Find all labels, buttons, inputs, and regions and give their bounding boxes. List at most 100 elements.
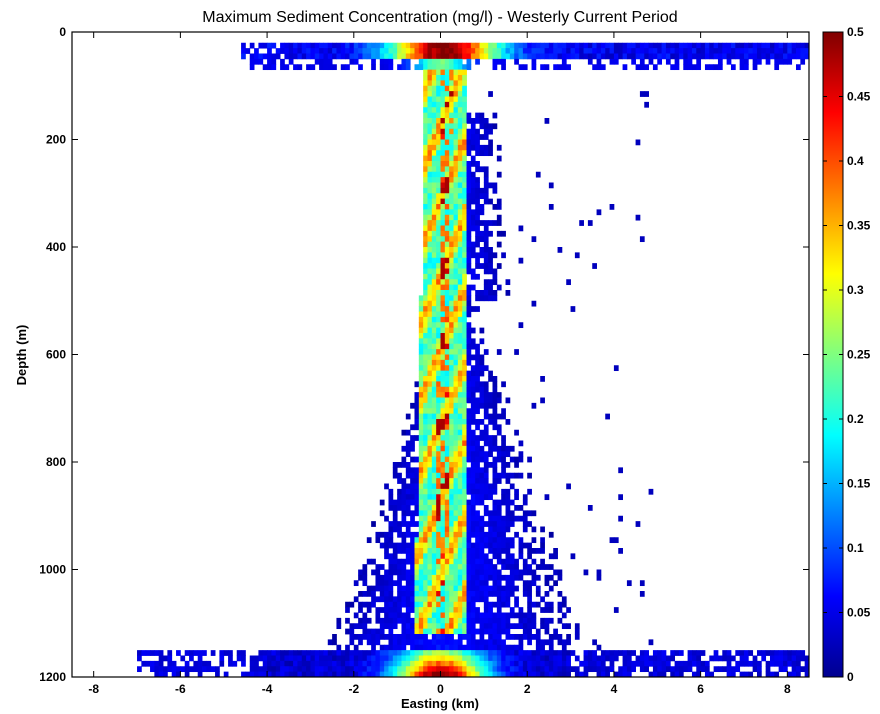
heat-cell (496, 445, 502, 452)
heat-cell (440, 236, 446, 243)
heat-cell (431, 381, 437, 388)
heat-cell (293, 660, 298, 667)
heat-cell (397, 601, 402, 608)
heat-cell (453, 505, 459, 511)
heat-cell (440, 650, 446, 656)
heat-cell (449, 220, 454, 226)
heat-cell (353, 42, 359, 49)
heat-cell (431, 591, 437, 597)
heat-cell (674, 48, 680, 54)
heat-cell (717, 64, 723, 71)
heat-cell (457, 574, 463, 581)
heat-cell (492, 58, 498, 65)
heat-cell (462, 306, 467, 312)
heat-cell (423, 601, 428, 608)
heat-cell (496, 526, 502, 533)
heat-cell (358, 601, 363, 608)
heat-cell (475, 558, 480, 565)
heat-cell (436, 295, 441, 302)
heat-cell (735, 660, 741, 667)
heat-cell (453, 230, 459, 237)
heat-cell (431, 655, 437, 662)
heat-cell (384, 623, 389, 630)
heat-cell (453, 64, 459, 71)
heat-cell (431, 187, 437, 194)
heat-cell (449, 316, 454, 323)
heat-cell (427, 327, 433, 334)
heat-cell (418, 639, 424, 646)
heat-cell (661, 660, 667, 667)
heat-cell (414, 558, 420, 565)
heat-cell (479, 230, 485, 237)
heat-cell (483, 279, 489, 286)
heat-cell (405, 42, 411, 49)
heat-cell (505, 488, 511, 495)
heat-cell (431, 488, 437, 495)
heat-cell (475, 112, 480, 119)
heat-cell (397, 564, 402, 570)
heat-cell (397, 580, 402, 587)
heat-cell (483, 386, 489, 393)
heat-cell (431, 376, 437, 382)
heat-cell (704, 48, 710, 54)
heat-cell (353, 671, 359, 677)
heat-cell (401, 537, 407, 544)
heat-cell (453, 300, 459, 307)
heat-cell (436, 397, 441, 404)
heat-cell (462, 91, 467, 97)
heat-cell (596, 655, 602, 662)
heat-cell (518, 644, 524, 651)
heat-cell (349, 53, 355, 60)
heat-cell (219, 660, 225, 667)
heat-cell (397, 585, 402, 592)
heat-cell (258, 58, 264, 65)
heat-cell (470, 660, 476, 667)
heat-cell (228, 655, 233, 662)
heat-cell (739, 671, 745, 677)
heat-cell (388, 521, 394, 527)
heat-cell (501, 451, 506, 458)
heat-cell (574, 48, 580, 54)
heat-cell (423, 666, 428, 673)
heat-cell (431, 263, 437, 269)
heat-cell (522, 660, 528, 667)
heat-cell (405, 440, 411, 447)
heat-cell (444, 666, 450, 673)
heat-cell (483, 505, 489, 511)
heat-cell (466, 569, 472, 576)
heat-cell (540, 542, 545, 549)
heat-cell (388, 488, 394, 495)
heat-cell (444, 655, 450, 662)
heat-cell (492, 273, 498, 280)
heat-cell (726, 671, 732, 677)
heat-cell (444, 634, 450, 640)
heat-cell (475, 230, 480, 237)
heat-cell (310, 650, 316, 656)
heat-cell (371, 585, 376, 592)
heat-cell (397, 548, 402, 554)
heat-cell (427, 655, 433, 662)
heat-cell (613, 671, 619, 677)
heat-cell (479, 134, 485, 140)
heat-cell (518, 607, 524, 613)
heat-cell (462, 257, 467, 264)
heat-cell (423, 284, 428, 291)
heat-cell (488, 220, 493, 226)
heat-cell (423, 220, 428, 226)
heat-cell (345, 601, 350, 608)
heat-cell (470, 247, 476, 253)
heat-cell (488, 660, 493, 667)
heat-cell (457, 166, 463, 173)
heat-cell (501, 64, 506, 71)
heat-cell (440, 263, 446, 269)
heat-cell (362, 42, 368, 49)
heat-cell (535, 548, 541, 554)
heat-cell (384, 580, 389, 587)
heat-cell (496, 241, 502, 248)
heat-cell (483, 666, 489, 673)
heat-cell (262, 64, 268, 71)
heat-cell (462, 333, 467, 339)
heat-cell (436, 58, 441, 65)
heat-cell (436, 419, 441, 425)
heat-cell (267, 53, 272, 60)
